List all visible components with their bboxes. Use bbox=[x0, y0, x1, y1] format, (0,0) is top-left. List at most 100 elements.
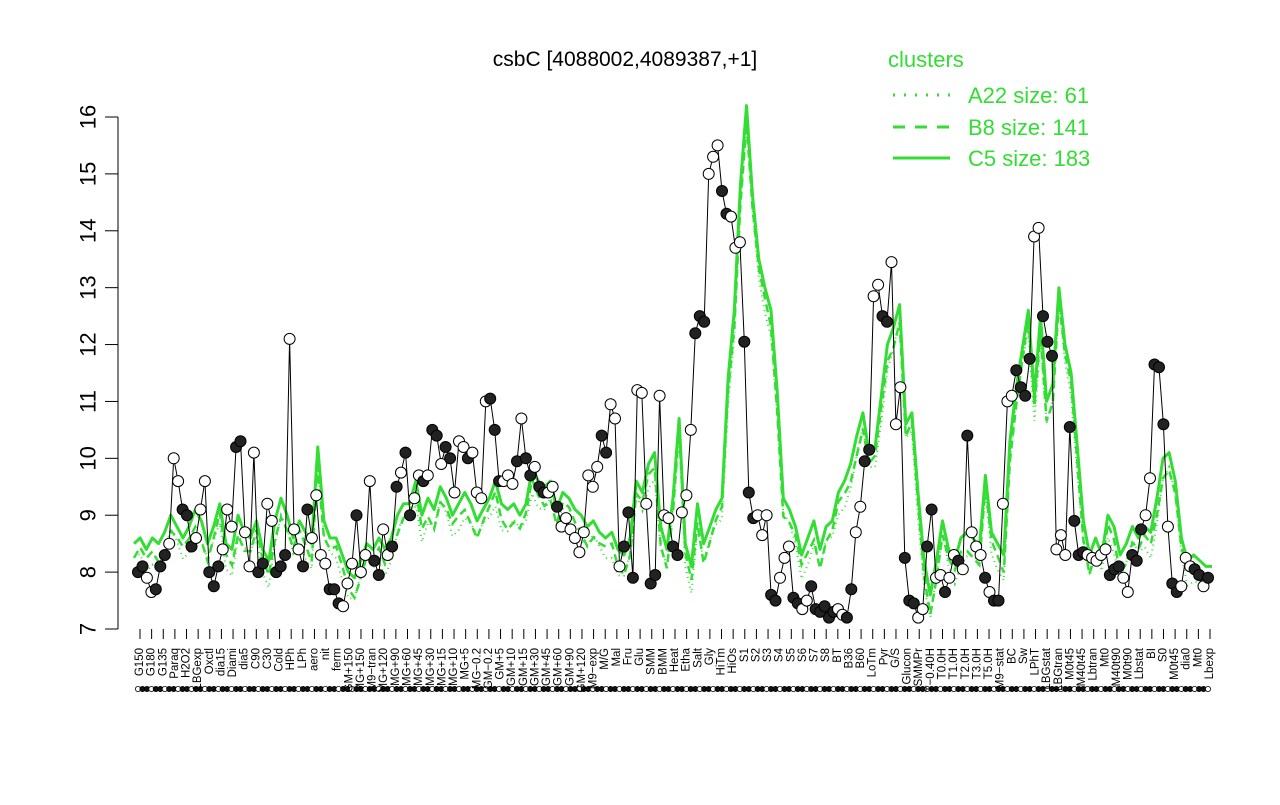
data-point bbox=[805, 580, 818, 593]
data-point bbox=[1059, 549, 1072, 561]
data-point bbox=[172, 475, 185, 488]
data-point bbox=[961, 429, 974, 442]
data-point bbox=[399, 446, 412, 459]
data-point bbox=[430, 429, 443, 442]
x-tick-label: B36 bbox=[843, 648, 855, 668]
x-tick-label: T5.0H bbox=[983, 648, 995, 679]
x-tick-label: GM−0.2 bbox=[483, 648, 495, 689]
data-point bbox=[907, 597, 920, 610]
data-point bbox=[662, 512, 675, 525]
x-tick-label: GM+60 bbox=[553, 648, 565, 686]
x-tick-label: GM+15 bbox=[518, 648, 530, 686]
data-point bbox=[328, 583, 341, 596]
x-tick-label: LBGtran bbox=[1053, 648, 1065, 691]
data-point bbox=[261, 497, 274, 510]
data-point bbox=[466, 446, 479, 459]
data-point bbox=[301, 503, 314, 516]
x-tick-label: MG+45 bbox=[413, 648, 425, 686]
data-point bbox=[1019, 389, 1032, 402]
x-tick-label: BMM bbox=[657, 648, 669, 675]
data-point bbox=[421, 469, 434, 482]
data-point bbox=[359, 549, 372, 561]
data-point bbox=[1032, 221, 1045, 234]
data-point bbox=[310, 489, 323, 502]
x-tick-label: S0 bbox=[1157, 648, 1169, 662]
data-point bbox=[1112, 560, 1125, 573]
x-tick-label: MG+30 bbox=[425, 648, 437, 686]
x-tick-label: S1 bbox=[739, 648, 751, 662]
data-point bbox=[943, 571, 956, 584]
x-tick-label: Mt0 bbox=[1099, 648, 1111, 667]
data-point bbox=[1041, 335, 1054, 348]
data-point bbox=[600, 446, 613, 459]
x-tick-label: M0t90 bbox=[1123, 648, 1135, 680]
data-point bbox=[279, 549, 292, 561]
data-point bbox=[756, 529, 769, 542]
legend-label-a22: A22 size: 61 bbox=[968, 83, 1089, 108]
x-tick-label: SMM bbox=[646, 648, 658, 675]
cluster-lines bbox=[132, 104, 1213, 618]
data-point bbox=[256, 557, 269, 570]
data-point bbox=[243, 560, 256, 573]
x-tick-label: Lbexp bbox=[1204, 648, 1216, 679]
x-tick-label: LPh bbox=[297, 648, 309, 668]
data-point bbox=[448, 486, 461, 499]
data-point bbox=[390, 480, 403, 493]
x-tick-label: M40t90 bbox=[1111, 648, 1123, 686]
data-point bbox=[1121, 586, 1134, 598]
x-tick-label: M40t45 bbox=[1076, 648, 1088, 686]
data-point bbox=[506, 477, 519, 490]
x-tick-label: GM+30 bbox=[529, 648, 541, 686]
data-point bbox=[974, 549, 987, 561]
data-point bbox=[363, 475, 376, 488]
data-point bbox=[898, 551, 911, 564]
data-point bbox=[368, 554, 381, 567]
data-point bbox=[1161, 520, 1174, 533]
data-point bbox=[854, 500, 867, 513]
x-tick-label: nit bbox=[320, 647, 332, 660]
data-point bbox=[319, 557, 332, 570]
x-tick-label: MG+150 bbox=[355, 648, 367, 692]
x-tick-label: ferm bbox=[332, 648, 344, 671]
data-point bbox=[519, 452, 532, 465]
data-point bbox=[1175, 580, 1188, 593]
rug-mark bbox=[1205, 686, 1212, 693]
data-point bbox=[1139, 509, 1152, 522]
data-point bbox=[733, 236, 746, 249]
y-tick-label: 11 bbox=[76, 390, 101, 413]
x-tick-label: Sw bbox=[1018, 647, 1030, 664]
data-point bbox=[640, 497, 653, 510]
y-tick-label: 10 bbox=[76, 446, 101, 470]
legend-label-c5: C5 size: 183 bbox=[968, 146, 1090, 171]
data-point bbox=[778, 551, 791, 564]
data-point bbox=[283, 332, 296, 345]
data-point bbox=[711, 139, 724, 152]
data-point bbox=[965, 526, 978, 539]
data-point bbox=[560, 512, 572, 525]
data-point bbox=[867, 290, 880, 303]
gene-points bbox=[132, 139, 1214, 624]
data-point bbox=[274, 560, 287, 573]
x-tick-label: BI bbox=[1146, 648, 1158, 659]
data-point bbox=[337, 600, 350, 613]
x-tick-label: S2 bbox=[750, 648, 762, 662]
data-point bbox=[346, 557, 358, 570]
data-point bbox=[609, 412, 621, 425]
legend: clusters A22 size: 61 B8 size: 141 C5 si… bbox=[888, 47, 1090, 171]
data-point bbox=[760, 509, 773, 522]
x-tick-label: Gly bbox=[704, 648, 716, 666]
x-tick-label: LoTm bbox=[867, 648, 879, 677]
data-point bbox=[181, 509, 193, 522]
data-point bbox=[577, 526, 590, 539]
data-point bbox=[725, 210, 737, 223]
data-point bbox=[818, 600, 831, 613]
data-point bbox=[604, 398, 617, 411]
x-axis: G150 G180 G135 Paraq H2O2 LBGexp Oxctl dia15 Dia… bbox=[134, 629, 1216, 692]
x-tick-label: MG+15 bbox=[436, 648, 448, 686]
data-point bbox=[1202, 571, 1214, 584]
y-tick-label: 9 bbox=[76, 509, 101, 521]
x-tick-label: Cold bbox=[274, 648, 286, 672]
data-point bbox=[1144, 472, 1156, 485]
data-point bbox=[684, 423, 697, 436]
x-tick-label: G150 bbox=[134, 648, 146, 676]
